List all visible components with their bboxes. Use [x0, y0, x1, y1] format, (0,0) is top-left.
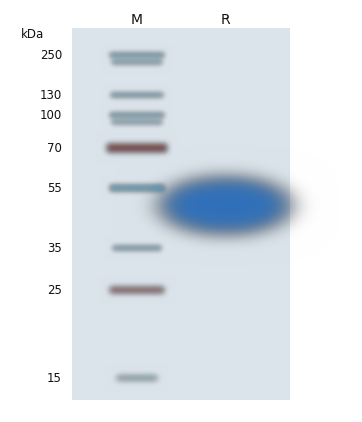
Text: 15: 15 — [47, 371, 62, 384]
Text: kDa: kDa — [20, 28, 44, 41]
Text: 55: 55 — [47, 181, 62, 195]
Text: M: M — [131, 13, 143, 27]
Text: 25: 25 — [47, 284, 62, 297]
Text: 250: 250 — [40, 49, 62, 62]
Text: 130: 130 — [40, 89, 62, 102]
Text: 35: 35 — [47, 241, 62, 254]
Text: 100: 100 — [40, 108, 62, 122]
Text: 70: 70 — [47, 141, 62, 154]
Text: R: R — [220, 13, 230, 27]
